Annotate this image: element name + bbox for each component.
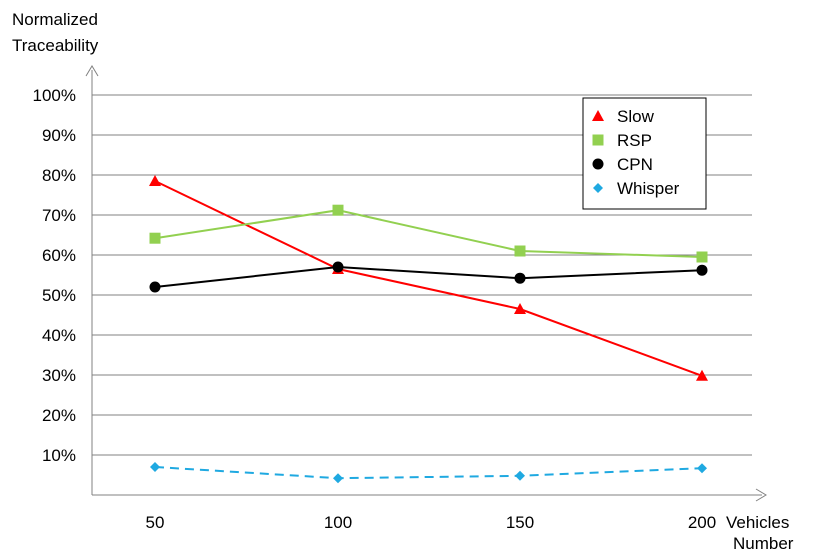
legend-label-cpn: CPN <box>617 155 653 174</box>
y-tick-label: 100% <box>33 86 76 105</box>
data-point-cpn <box>696 264 708 276</box>
x-axis-title-line1: Vehicles <box>726 513 789 532</box>
axes <box>85 65 767 502</box>
data-point-slow <box>149 175 161 186</box>
y-tick-label: 70% <box>42 206 76 225</box>
data-point-cpn <box>149 281 161 293</box>
x-tick-label: 100 <box>324 513 352 532</box>
x-tick-label: 200 <box>688 513 716 532</box>
series-line-whisper <box>154 466 703 480</box>
y-axis-title-line1: Normalized <box>12 10 98 29</box>
data-point-slow <box>514 303 526 314</box>
y-tick-label: 80% <box>42 166 76 185</box>
x-tick-label: 150 <box>506 513 534 532</box>
data-point-whisper <box>333 473 343 484</box>
x-axis-title-line2: Number <box>733 534 794 553</box>
legend-label-rsp: RSP <box>617 131 652 150</box>
x-tick-labels: 50 100 150 200 <box>146 513 717 532</box>
gridlines <box>92 94 752 456</box>
y-axis-arrow-icon <box>85 65 99 77</box>
data-point-whisper <box>515 470 525 481</box>
series-line-cpn <box>154 265 703 288</box>
x-tick-label: 50 <box>146 513 165 532</box>
data-point-rsp <box>696 251 708 263</box>
data-point-rsp <box>514 245 526 257</box>
legend-marker-whisper <box>593 183 603 193</box>
y-tick-label: 60% <box>42 246 76 265</box>
series-layer <box>149 175 708 484</box>
series-cpn <box>149 261 708 293</box>
y-tick-label: 90% <box>42 126 76 145</box>
series-rsp <box>149 204 708 263</box>
legend-marker-cpn <box>592 158 604 170</box>
series-whisper <box>150 462 707 484</box>
y-axis-title-line2: Traceability <box>12 36 99 55</box>
legend-label-slow: Slow <box>617 107 655 126</box>
y-tick-label: 50% <box>42 286 76 305</box>
series-line-rsp <box>154 209 703 258</box>
data-point-whisper <box>697 463 707 474</box>
y-tick-label: 30% <box>42 366 76 385</box>
data-point-rsp <box>332 204 344 216</box>
y-tick-label: 40% <box>42 326 76 345</box>
data-point-whisper <box>150 462 160 472</box>
legend-marker-slow <box>592 110 604 121</box>
legend-box <box>582 97 707 210</box>
x-axis-arrow-icon <box>755 488 767 502</box>
data-point-cpn <box>514 272 526 284</box>
data-point-cpn <box>332 261 344 273</box>
y-tick-labels: 10% 20% 30% 40% 50% 60% 70% 80% 90% 100% <box>33 86 76 465</box>
data-point-slow <box>696 369 708 381</box>
y-tick-label: 10% <box>42 446 76 465</box>
legend-label-whisper: Whisper <box>617 179 680 198</box>
legend: Slow RSP CPN Whisper <box>582 97 707 210</box>
y-tick-label: 20% <box>42 406 76 425</box>
data-point-rsp <box>149 232 161 244</box>
legend-marker-rsp <box>592 134 604 146</box>
